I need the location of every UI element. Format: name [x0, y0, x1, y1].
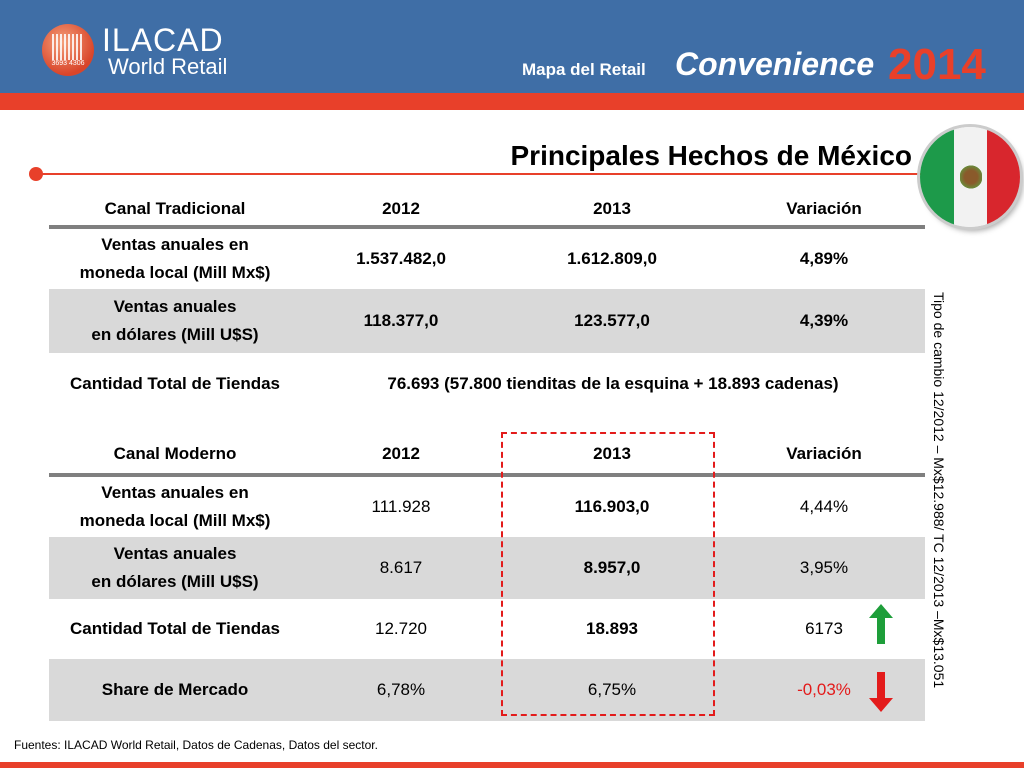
- modern-channel-body: Ventas anuales en moneda local (Mill Mx$…: [49, 477, 925, 721]
- header-cell: 2012: [382, 199, 420, 218]
- cell-variation: -0,03%: [723, 659, 925, 721]
- cell-variation: 4,89%: [799, 249, 849, 268]
- header-title-italic: Convenience: [675, 46, 875, 82]
- header-cell: 2013: [593, 199, 631, 218]
- row-label: Share de Mercado: [49, 659, 301, 721]
- cell-2013: 116.903,0: [574, 497, 650, 516]
- table-header-row: Canal Moderno 2012 2013 Variación: [49, 433, 925, 475]
- cell-2013: 6,75%: [501, 659, 723, 721]
- up-arrow-icon: [869, 604, 893, 644]
- highlight-2013-column: [501, 432, 715, 716]
- table-row: Share de Mercado 6,78% 6,75% -0,03%: [49, 659, 925, 721]
- cell-2013: 123.577,0: [501, 289, 723, 353]
- row-label: Cantidad Total de Tiendas: [69, 619, 280, 638]
- row-label: Ventas anuales en moneda local (Mill Mx$…: [79, 483, 271, 530]
- footer-stripe: [0, 762, 1024, 768]
- row-label: Ventas anuales en dólares (Mill U$S): [49, 537, 301, 599]
- stores-value: 76.693 (57.800 tienditas de la esquina +…: [387, 374, 839, 393]
- row-label: Cantidad Total de Tiendas: [69, 374, 280, 393]
- header-rule: [49, 473, 925, 477]
- cell-variation: 3,95%: [723, 537, 925, 599]
- header-cell: 2012: [382, 444, 420, 463]
- table-row: Ventas anuales en moneda local (Mill Mx$…: [49, 229, 925, 289]
- page-title: Principales Hechos de México: [510, 140, 913, 171]
- row-label: Ventas anuales en dólares (Mill U$S): [49, 289, 301, 353]
- modern-channel-table: Canal Moderno 2012 2013 Variación: [49, 433, 925, 475]
- eagle-emblem-icon: [960, 165, 982, 189]
- header-cell: 2013: [593, 444, 631, 463]
- table-row: Ventas anuales en moneda local (Mill Mx$…: [49, 477, 925, 537]
- cell-variation: 6173: [805, 619, 843, 638]
- table-row: Cantidad Total de Tiendas 12.720 18.893 …: [49, 599, 925, 659]
- cell-2012: 8.617: [301, 537, 501, 599]
- footer-sources: Fuentes: ILACAD World Retail, Datos de C…: [14, 738, 378, 752]
- cell-2012: 12.720: [375, 619, 427, 638]
- logo-name: ILACAD: [102, 22, 224, 58]
- cell-2012: 6,78%: [301, 659, 501, 721]
- header-stripe: [0, 93, 1024, 110]
- logo-number: 3693 4306: [51, 60, 85, 67]
- logo-subtitle: World Retail: [108, 54, 228, 79]
- header-title-year: 2014: [888, 40, 986, 89]
- table-header-row: Canal Tradicional 2012 2013 Variación: [49, 188, 925, 230]
- down-arrow-icon: [869, 672, 893, 712]
- cell-2013: 1.612.809,0: [567, 249, 657, 268]
- table-row: Cantidad Total de Tiendas 76.693 (57.800…: [49, 353, 925, 415]
- cell-2013: 8.957,0: [501, 537, 723, 599]
- mexico-flag-icon: [920, 127, 1020, 227]
- barcode-icon: [52, 34, 84, 60]
- table-row: Ventas anuales en dólares (Mill U$S) 8.6…: [49, 537, 925, 599]
- cell-variation: 4,39%: [723, 289, 925, 353]
- header-cell: Variación: [786, 444, 862, 463]
- header-cell: Canal Moderno: [113, 444, 237, 463]
- header-cell: Variación: [786, 199, 862, 218]
- header-rule: [49, 225, 925, 229]
- header-title-small: Mapa del Retail: [522, 60, 646, 79]
- traditional-channel-table: Canal Tradicional 2012 2013 Variación: [49, 188, 925, 230]
- cell-2013: 18.893: [586, 619, 638, 638]
- header-cell: Canal Tradicional: [104, 199, 246, 218]
- traditional-channel-body: Ventas anuales en moneda local (Mill Mx$…: [49, 229, 925, 415]
- exchange-rate-note: Tipo de cambio 12/2012 – Mx$12.988/ TC 1…: [931, 292, 947, 689]
- table-row: Ventas anuales en dólares (Mill U$S) 118…: [49, 289, 925, 353]
- cell-2012: 118.377,0: [301, 289, 501, 353]
- cell-2012: 1.537.482,0: [356, 249, 446, 268]
- cell-variation: 4,44%: [799, 497, 849, 516]
- cell-2012: 111.928: [371, 497, 431, 516]
- title-divider: [36, 173, 924, 175]
- header-bar: [0, 0, 1024, 93]
- row-label: Ventas anuales en moneda local (Mill Mx$…: [79, 235, 271, 282]
- ilacad-logo-icon: 3693 4306: [42, 24, 94, 76]
